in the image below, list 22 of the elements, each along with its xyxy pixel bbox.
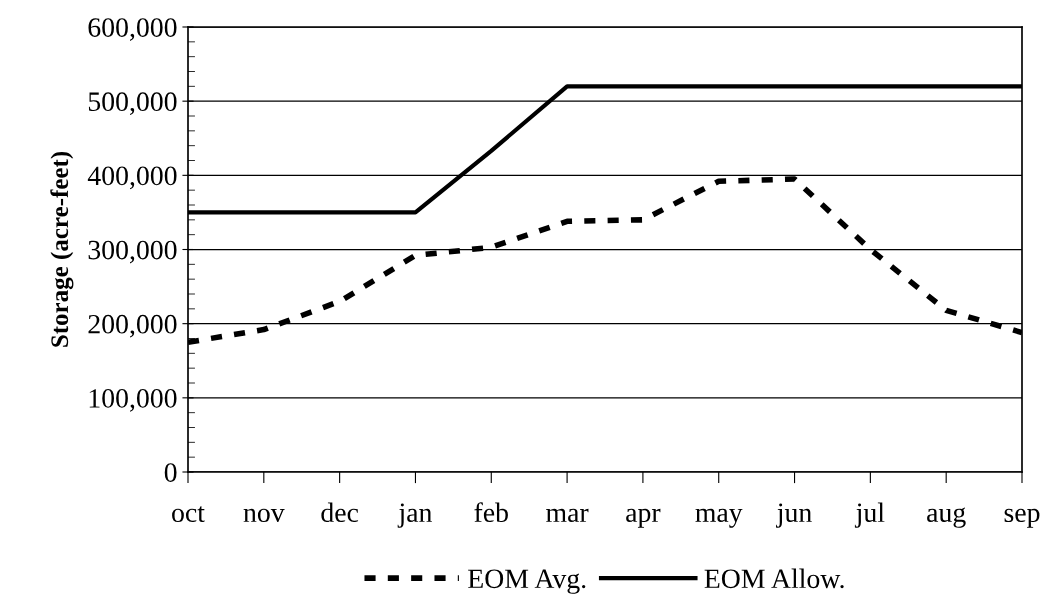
y-tick-label: 200,000 — [88, 314, 177, 338]
x-tick-label: jul — [854, 502, 885, 528]
x-tick-label: dec — [321, 502, 359, 523]
x-tick-label: nov — [243, 508, 285, 523]
x-tick-label: jun — [776, 503, 812, 528]
y-tick-label: 500,000 — [88, 92, 177, 116]
x-tick-label: aug — [927, 507, 966, 528]
legend-label: EOM Avg. — [468, 569, 586, 594]
x-tick-label: sep — [1004, 508, 1040, 528]
x-tick-label: apr — [626, 508, 661, 528]
y-axis-title: Storage (acre-feet) — [50, 151, 74, 347]
y-tick-label: 300,000 — [88, 240, 177, 264]
x-tick-label: oct — [172, 506, 205, 523]
legend-label: EOM Allow. — [704, 568, 844, 589]
y-tick-label: 400,000 — [87, 166, 177, 190]
x-tick-label: jan — [397, 503, 432, 528]
y-tick-label: 100,000 — [89, 389, 177, 412]
x-tick-label: feb — [474, 502, 508, 523]
y-tick-label: 0 — [164, 463, 177, 482]
x-tick-label: may — [695, 508, 743, 528]
y-tick-label: 600,000 — [88, 18, 177, 41]
x-tick-label: mar — [546, 508, 589, 523]
